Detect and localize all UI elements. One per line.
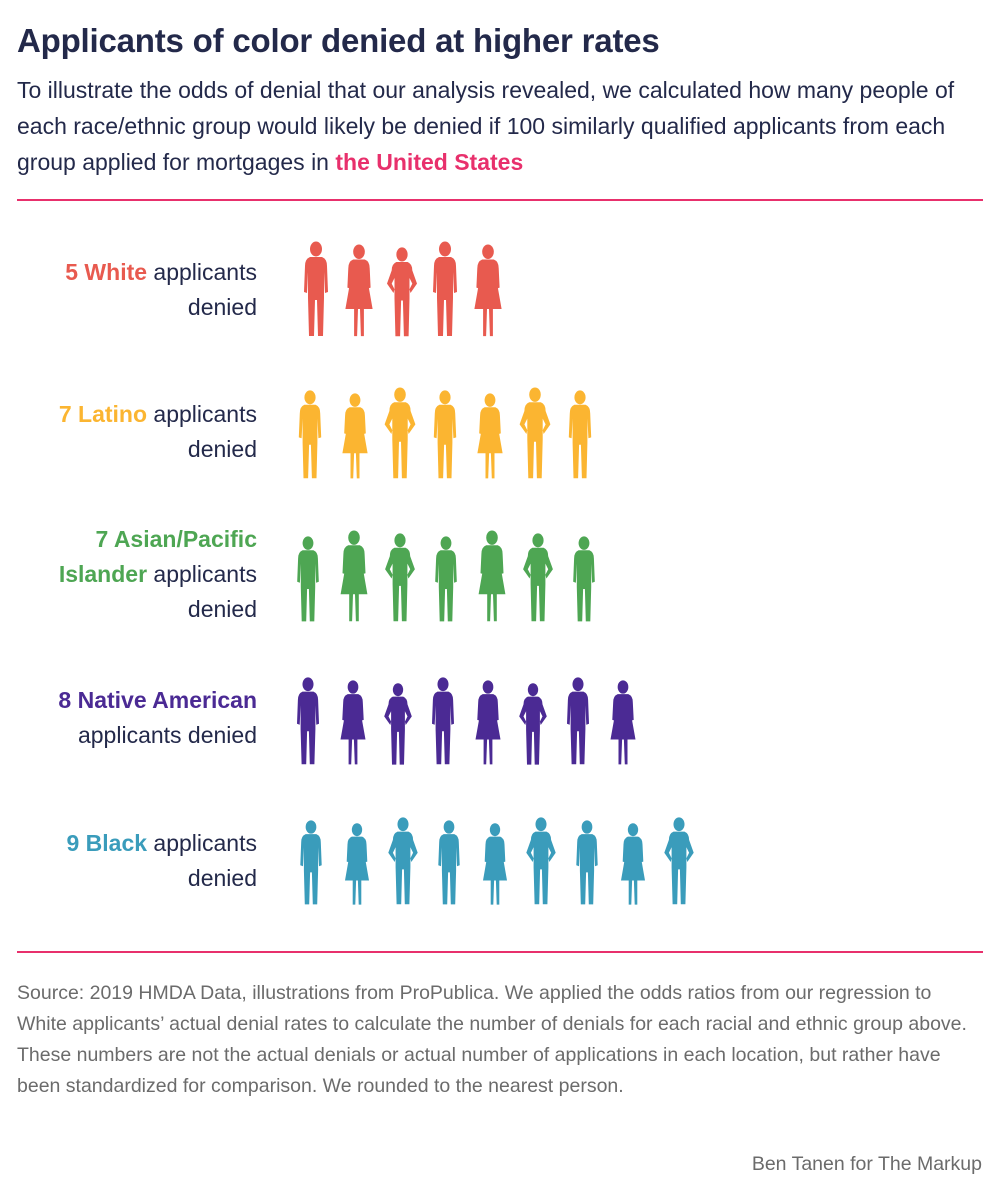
person-icon	[342, 393, 368, 479]
row-rest-label: applicants denied	[147, 561, 257, 622]
person-icon	[664, 817, 694, 905]
person-icon	[610, 680, 636, 765]
row-asian-pacific-islander: 7 Asian/Pacific Islander applicants deni…	[0, 525, 999, 635]
people-black	[300, 817, 694, 905]
person-icon	[474, 244, 502, 337]
person-icon	[297, 536, 319, 622]
row-black: 9 Black applicants denied	[0, 812, 999, 922]
person-icon	[523, 533, 553, 622]
person-icon	[345, 244, 373, 337]
bottom-divider	[17, 951, 983, 953]
subtitle-location-highlight: the United States	[335, 149, 524, 175]
person-icon	[568, 390, 592, 479]
person-icon	[384, 387, 416, 479]
row-white: 5 White applicants denied	[0, 240, 999, 350]
person-icon	[475, 680, 501, 765]
row-native-american: 8 Native American applicants denied	[0, 672, 999, 782]
person-icon	[297, 677, 319, 765]
person-icon	[438, 820, 460, 905]
row-latino: 7 Latino applicants denied	[0, 382, 999, 492]
row-count-label: 8 Native American	[58, 687, 257, 713]
person-icon	[433, 390, 457, 479]
row-count-label: 7 Latino	[58, 401, 148, 427]
credit-line: Ben Tanen for The Markup	[751, 1153, 982, 1175]
person-icon	[298, 390, 322, 479]
subtitle-text: To illustrate the odds of denial that ou…	[17, 77, 955, 175]
person-icon	[576, 820, 598, 905]
person-icon	[340, 530, 368, 622]
person-icon	[519, 683, 547, 765]
people-asian-pacific-islander	[297, 530, 595, 622]
person-icon	[300, 820, 322, 905]
row-rest-label: applicants denied	[147, 259, 257, 320]
person-icon	[573, 536, 595, 622]
person-icon	[387, 247, 417, 337]
person-icon	[384, 683, 412, 765]
people-latino	[298, 387, 592, 479]
row-rest-label: applicants denied	[77, 722, 257, 748]
person-icon	[621, 823, 645, 905]
person-icon	[435, 536, 457, 622]
row-rest-label: applicants denied	[147, 401, 257, 462]
source-note: Source: 2019 HMDA Data, illustrations fr…	[17, 982, 967, 1097]
row-count-label: 7 Asian/Pacific Islander	[58, 526, 257, 587]
people-white	[304, 241, 502, 337]
person-icon	[567, 677, 589, 765]
row-label: 7 Latino applicants denied	[12, 397, 257, 467]
person-icon	[526, 817, 556, 905]
row-label: 5 White applicants denied	[12, 255, 257, 325]
row-label: 7 Asian/Pacific Islander applicants deni…	[12, 522, 257, 627]
person-icon	[478, 530, 506, 622]
person-icon	[304, 241, 328, 336]
row-label: 8 Native American applicants denied	[0, 683, 257, 753]
row-count-label: 5 White	[65, 259, 148, 285]
person-icon	[433, 241, 457, 336]
person-icon	[388, 817, 418, 905]
person-icon	[385, 533, 415, 622]
row-label: 9 Black applicants denied	[12, 826, 257, 896]
row-count-label: 9 Black	[66, 830, 148, 856]
person-icon	[483, 823, 507, 905]
chart-subtitle: To illustrate the odds of denial that ou…	[17, 72, 987, 180]
people-native-american	[297, 677, 636, 765]
person-icon	[345, 823, 369, 905]
person-icon	[477, 393, 503, 479]
person-icon	[519, 387, 551, 479]
person-icon	[340, 680, 366, 765]
top-divider	[17, 199, 983, 201]
chart-title: Applicants of color denied at higher rat…	[17, 22, 660, 59]
row-rest-label: applicants denied	[147, 830, 257, 891]
person-icon	[432, 677, 454, 765]
